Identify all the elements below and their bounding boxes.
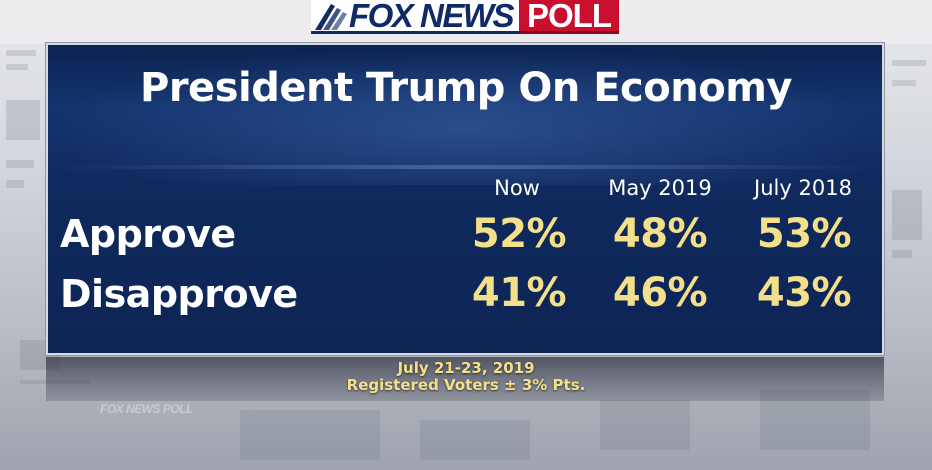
- column-header-july-2018: July 2018: [754, 176, 852, 200]
- searchlight-icon: [315, 4, 347, 30]
- value-disapprove-may-2019: 46%: [612, 270, 708, 316]
- panel-divider-sheen: [48, 165, 882, 169]
- fox-news-poll-logo: FOX NEWS POLL: [311, 0, 619, 34]
- background-ghost-brand: FOX NEWS POLL: [100, 402, 193, 416]
- value-approve-july-2018: 53%: [756, 211, 852, 257]
- page-title: President Trump On Economy: [140, 65, 792, 111]
- background-ghost-graphic-right: [886, 40, 932, 280]
- value-disapprove-july-2018: 43%: [756, 270, 852, 316]
- background-ghost-graphic-left: [0, 40, 46, 240]
- value-disapprove-now: 41%: [471, 270, 567, 316]
- footer-band: [46, 357, 884, 401]
- footer-dates: July 21-23, 2019: [397, 359, 535, 377]
- column-header-now: Now: [494, 176, 540, 200]
- value-approve-now: 52%: [471, 211, 567, 257]
- fox-news-wordmark: FOX NEWS: [311, 0, 519, 34]
- row-label-approve: Approve: [60, 212, 236, 256]
- brand-poll: POLL: [527, 0, 612, 34]
- poll-badge: POLL: [519, 0, 619, 34]
- brand-fox-news: FOX NEWS: [348, 0, 515, 34]
- row-label-disapprove: Disapprove: [60, 272, 298, 316]
- column-header-may-2019: May 2019: [608, 176, 712, 200]
- value-approve-may-2019: 48%: [612, 211, 708, 257]
- footer-sample: Registered Voters ± 3% Pts.: [346, 376, 586, 394]
- poll-panel: [46, 43, 884, 355]
- panel-glow: [48, 45, 882, 185]
